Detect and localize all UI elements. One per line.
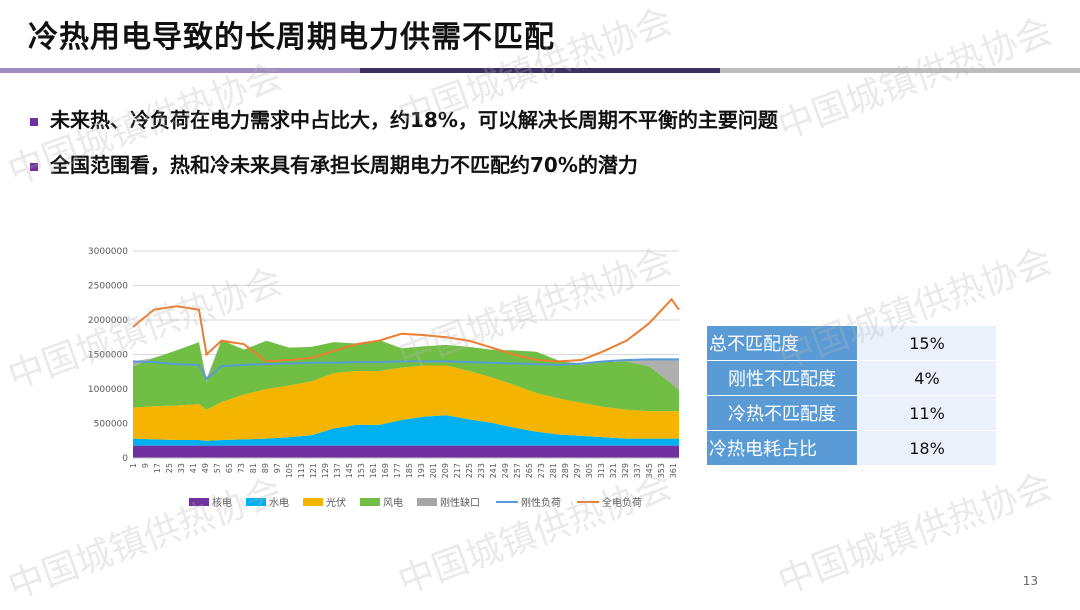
- x-tick-label: 9: [141, 463, 150, 468]
- x-tick-label: 57: [213, 463, 222, 473]
- x-tick-label: 177: [393, 463, 402, 478]
- x-tick-label: 297: [573, 463, 582, 478]
- x-tick-label: 225: [465, 463, 474, 478]
- stats-label: 总不匹配度: [706, 325, 858, 361]
- stats-value: 18%: [857, 430, 997, 466]
- stats-label: 冷热电耗占比: [706, 430, 858, 466]
- legend-marker: [417, 498, 437, 506]
- y-tick-label: 0: [122, 454, 128, 464]
- x-tick-label: 161: [369, 463, 378, 478]
- legend-label: 核电: [212, 496, 232, 509]
- legend-label: 刚性缺口: [440, 496, 480, 509]
- y-tick-label: 1500000: [88, 351, 128, 361]
- x-tick-label: 217: [453, 463, 462, 478]
- title-divider-left: [0, 68, 360, 73]
- x-tick-label: 241: [489, 463, 498, 478]
- y-tick-label: 2000000: [88, 316, 128, 326]
- stats-label: 刚性不匹配度: [706, 360, 858, 396]
- stats-value: 15%: [857, 325, 997, 361]
- bullet-text: 未来热、冷负荷在电力需求中占比大，约18%，可以解决长周期不平衡的主要问题: [50, 108, 778, 132]
- y-tick-label: 3000000: [88, 247, 128, 257]
- line-全电负荷: [132, 297, 680, 363]
- x-tick-label: 49: [201, 463, 210, 473]
- x-tick-label: 345: [645, 463, 654, 478]
- x-tick-label: 113: [297, 463, 306, 478]
- legend-marker: [189, 498, 209, 506]
- x-tick-label: 233: [477, 463, 486, 478]
- stats-row-rigid: 刚性不匹配度 4%: [706, 360, 997, 396]
- x-tick-label: 305: [585, 463, 594, 478]
- title-divider-mid: [360, 68, 720, 73]
- x-tick-label: 185: [405, 463, 414, 478]
- x-tick-label: 265: [525, 463, 534, 478]
- x-tick-label: 105: [285, 463, 294, 478]
- y-tick-label: 500000: [94, 420, 129, 430]
- legend-marker: [246, 498, 266, 506]
- y-tick-label: 2500000: [88, 282, 128, 292]
- page-number: 13: [1022, 574, 1038, 588]
- area-水电: [133, 415, 679, 446]
- power-balance-chart: 0 500000 1000000 1500000 2000000 2500000 30000…: [88, 247, 680, 509]
- stats-value: 11%: [857, 395, 997, 431]
- bullet-1: 未来热、冷负荷在电力需求中占比大，约18%，可以解决长周期不平衡的主要问题: [30, 104, 778, 133]
- stats-row-heat-cold: 冷热不匹配度 11%: [706, 395, 997, 431]
- x-tick-label: 17: [153, 463, 162, 473]
- x-tick-label: 353: [657, 463, 666, 478]
- x-tick-label: 329: [621, 463, 630, 478]
- line-刚性负荷: [132, 358, 679, 381]
- legend-label: 全电负荷: [602, 496, 642, 509]
- x-tick-label: 65: [225, 463, 234, 473]
- legend-label: 光伏: [326, 496, 346, 509]
- x-tick-label: 361: [669, 463, 678, 478]
- y-tick-label: 1000000: [88, 385, 128, 395]
- x-tick-label: 257: [513, 463, 522, 478]
- bullet-marker: [30, 117, 38, 126]
- stats-row-total: 总不匹配度 15%: [706, 325, 997, 361]
- stats-row-share: 冷热电耗占比 18%: [706, 430, 997, 466]
- bullet-text: 全国范围看，热和冷未来具有承担长周期电力不匹配约70%的潜力: [50, 153, 638, 177]
- x-tick-label: 289: [561, 463, 570, 478]
- x-tick-label: 121: [309, 463, 318, 478]
- bullet-marker: [30, 162, 38, 171]
- x-tick-label: 129: [321, 463, 330, 478]
- x-tick-label: 209: [441, 463, 450, 478]
- legend-label: 刚性负荷: [521, 496, 561, 509]
- legend-marker: [303, 498, 323, 506]
- stats-label: 冷热不匹配度: [706, 395, 858, 431]
- x-tick-label: 169: [381, 463, 390, 478]
- x-tick-label: 97: [273, 463, 282, 473]
- legend-label: 水电: [269, 496, 289, 509]
- x-tick-label: 1: [129, 463, 138, 468]
- legend-label: 风电: [383, 496, 403, 509]
- x-tick-label: 73: [237, 463, 246, 473]
- x-tick-label: 41: [189, 463, 198, 473]
- x-tick-label: 281: [549, 463, 558, 478]
- x-tick-label: 201: [429, 463, 438, 478]
- x-tick-label: 89: [261, 463, 270, 473]
- x-tick-label: 313: [597, 463, 606, 478]
- slide-title: 冷热用电导致的长周期电力供需不匹配: [28, 20, 555, 55]
- x-tick-label: 81: [249, 463, 258, 473]
- x-tick-label: 137: [333, 463, 342, 478]
- x-tick-label: 193: [417, 463, 426, 478]
- bullet-2: 全国范围看，热和冷未来具有承担长周期电力不匹配约70%的潜力: [30, 149, 638, 178]
- x-tick-label: 249: [501, 463, 510, 478]
- watermark: 中国城镇供热协会: [772, 465, 1058, 603]
- area-光伏: [133, 365, 679, 441]
- watermark: 中国城镇供热协会: [772, 10, 1058, 148]
- x-tick-label: 273: [537, 463, 546, 478]
- x-tick-label: 33: [177, 463, 186, 473]
- legend-marker: [360, 498, 380, 506]
- area-核电: [133, 445, 679, 458]
- stats-value: 4%: [857, 360, 997, 396]
- x-tick-label: 145: [345, 463, 354, 478]
- x-tick-label: 153: [357, 463, 366, 478]
- area-风电: [133, 340, 679, 412]
- x-tick-label: 25: [165, 463, 174, 473]
- x-tick-label: 337: [633, 463, 642, 478]
- title-divider-right: [720, 68, 1080, 73]
- x-tick-label: 321: [609, 463, 618, 478]
- mismatch-stats-table: 总不匹配度 15% 刚性不匹配度 4% 冷热不匹配度 11% 冷热电耗占比 18…: [706, 325, 997, 466]
